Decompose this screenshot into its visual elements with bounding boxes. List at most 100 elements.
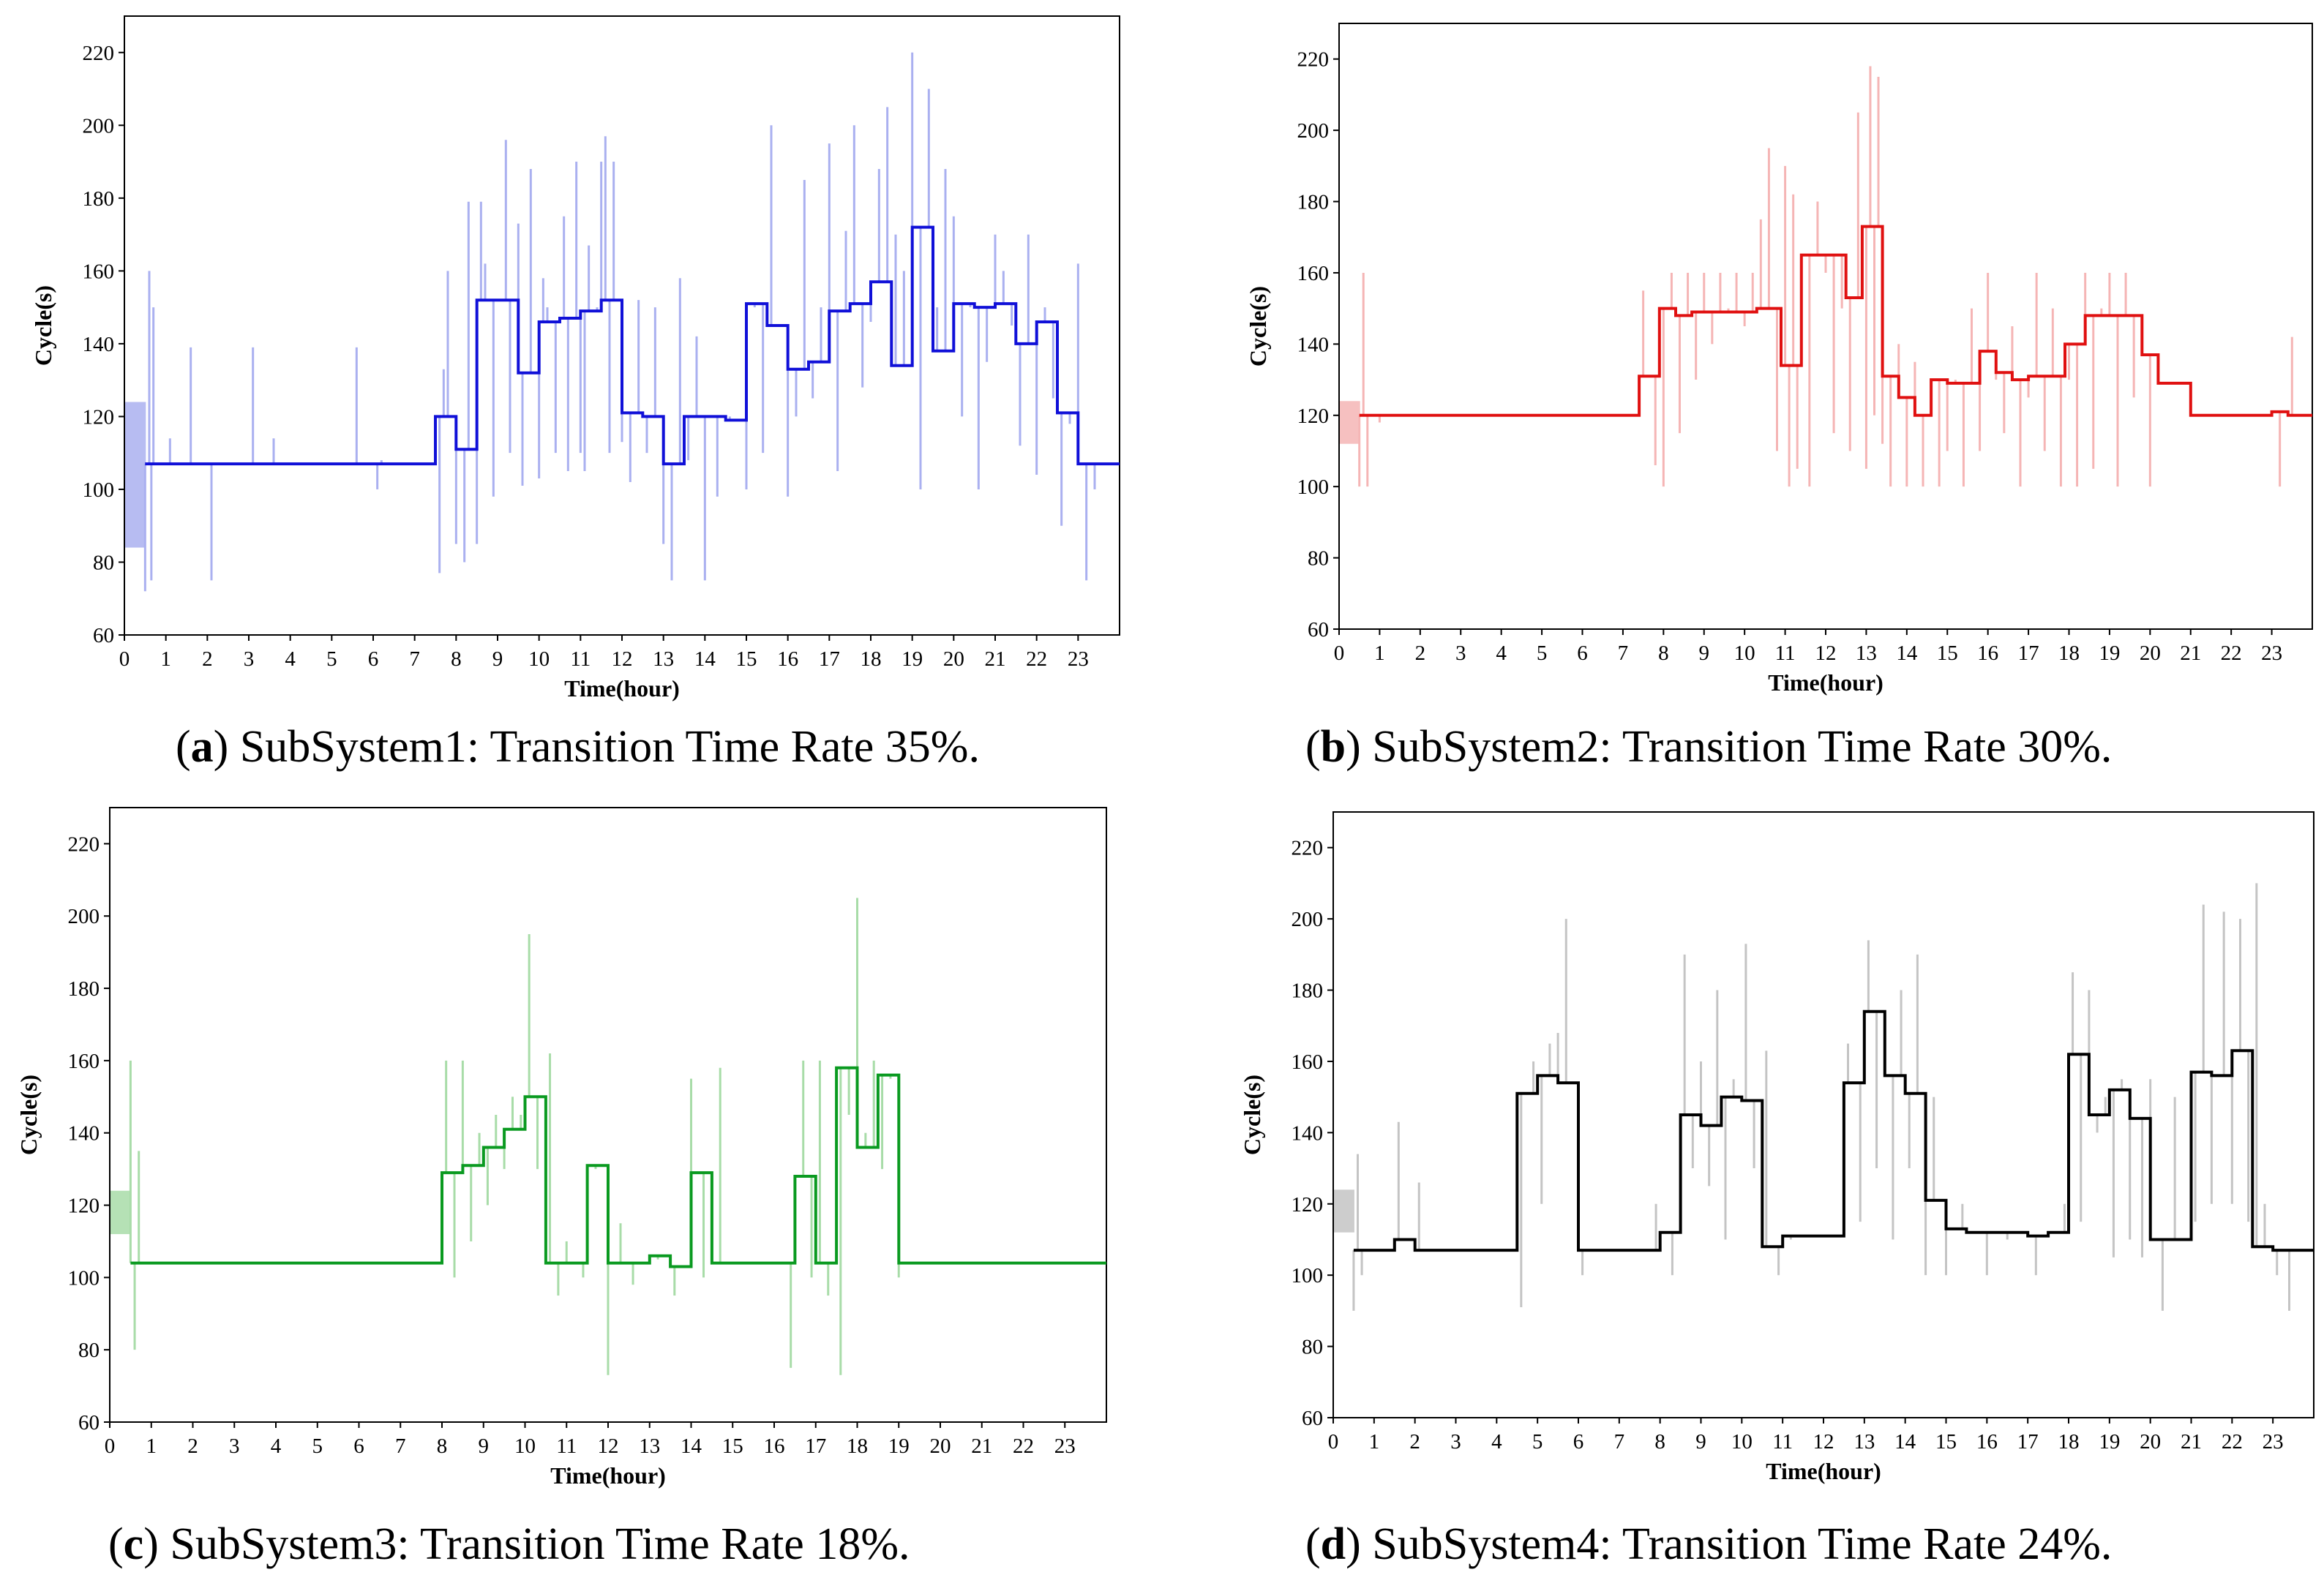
ytick-label-c-6: 180 bbox=[68, 977, 100, 1001]
caption-text-d: SubSystem4: Transition Time Rate 24%. bbox=[1372, 1519, 2113, 1569]
ytick-label-a-6: 180 bbox=[83, 187, 115, 211]
xtick-label-a-8: 8 bbox=[451, 647, 462, 671]
xtick-label-b-20: 20 bbox=[2140, 642, 2161, 665]
xtick-label-d-19: 19 bbox=[2099, 1430, 2120, 1454]
ytick-label-d-4: 140 bbox=[1292, 1121, 1324, 1145]
ytick-label-a-5: 160 bbox=[83, 260, 115, 283]
xtick-label-b-22: 22 bbox=[2221, 642, 2242, 665]
ytick-label-c-7: 200 bbox=[68, 905, 100, 928]
panel-b: 60 80 100 120 140 160 180 200 220 0 1 2 3 4 5 6 7 8 9 10 11 1… bbox=[1162, 0, 2324, 792]
caption-b: (b) SubSystem2: Transition Time Rate 30%… bbox=[1305, 722, 2113, 772]
panel-c: 60 80 100 120 140 160 180 200 220 0 1 2 3 4 5 6 7 8 9 10 11 1… bbox=[0, 792, 1162, 1583]
xtick-label-a-4: 4 bbox=[285, 647, 296, 671]
initial-shade-d bbox=[1334, 1189, 1354, 1233]
xtick-label-a-17: 17 bbox=[819, 647, 840, 671]
xtick-label-b-14: 14 bbox=[1896, 642, 1918, 665]
ytick-label-c-0: 60 bbox=[78, 1411, 100, 1435]
xtick-label-a-6: 6 bbox=[368, 647, 379, 671]
xtick-label-c-0: 0 bbox=[105, 1435, 116, 1458]
xtick-label-b-23: 23 bbox=[2261, 642, 2282, 665]
xtick-label-d-0: 0 bbox=[1328, 1430, 1339, 1454]
xtick-label-d-5: 5 bbox=[1532, 1430, 1543, 1454]
caption-letter-b: b bbox=[1320, 722, 1346, 772]
xtick-label-b-12: 12 bbox=[1815, 642, 1837, 665]
xtick-label-d-18: 18 bbox=[2058, 1430, 2080, 1454]
ytick-label-d-2: 100 bbox=[1292, 1264, 1324, 1287]
xtick-label-d-13: 13 bbox=[1853, 1430, 1875, 1454]
ytick-label-c-5: 160 bbox=[68, 1050, 100, 1073]
xtick-label-d-2: 2 bbox=[1409, 1430, 1420, 1454]
ytick-label-b-5: 160 bbox=[1297, 262, 1330, 285]
ytick-label-d-3: 120 bbox=[1292, 1193, 1324, 1217]
xtick-label-c-7: 7 bbox=[395, 1435, 406, 1458]
xtick-label-c-15: 15 bbox=[722, 1435, 743, 1458]
ylabel-b: Cycle(s) bbox=[1245, 286, 1271, 366]
xtick-label-b-1: 1 bbox=[1374, 642, 1385, 665]
plot-frame-d bbox=[1332, 811, 2314, 1418]
ytick-label-c-8: 220 bbox=[68, 832, 100, 856]
xtick-label-a-23: 23 bbox=[1068, 647, 1089, 671]
xtick-label-a-0: 0 bbox=[119, 647, 130, 671]
xtick-label-b-19: 19 bbox=[2099, 642, 2120, 665]
ytick-label-b-1: 80 bbox=[1308, 547, 1329, 571]
xtick-label-a-9: 9 bbox=[492, 647, 503, 671]
xtick-label-c-20: 20 bbox=[930, 1435, 951, 1458]
xtick-label-b-8: 8 bbox=[1658, 642, 1669, 665]
xtick-label-b-17: 17 bbox=[2018, 642, 2039, 665]
xtick-label-d-11: 11 bbox=[1772, 1430, 1793, 1454]
xtick-label-c-10: 10 bbox=[514, 1435, 536, 1458]
ytick-label-d-8: 220 bbox=[1292, 837, 1324, 860]
xtick-label-a-15: 15 bbox=[736, 647, 757, 671]
step-line-c bbox=[130, 1066, 1106, 1268]
xtick-label-c-3: 3 bbox=[229, 1435, 240, 1458]
caption-a: (a) SubSystem1: Transition Time Rate 35%… bbox=[176, 722, 980, 772]
xtick-label-a-22: 22 bbox=[1026, 647, 1047, 671]
caption-text-c: SubSystem3: Transition Time Rate 18%. bbox=[170, 1519, 910, 1569]
ytick-label-b-2: 100 bbox=[1297, 475, 1330, 499]
xtick-label-b-11: 11 bbox=[1775, 642, 1796, 665]
xtick-label-b-7: 7 bbox=[1618, 642, 1629, 665]
xtick-label-b-15: 15 bbox=[1937, 642, 1958, 665]
xtick-label-c-23: 23 bbox=[1054, 1435, 1076, 1458]
caption-d: (d) SubSystem4: Transition Time Rate 24%… bbox=[1305, 1519, 2113, 1569]
xtick-label-c-19: 19 bbox=[888, 1435, 910, 1458]
xtick-label-b-5: 5 bbox=[1537, 642, 1548, 665]
caption-letter-a: a bbox=[190, 722, 214, 772]
step-line-d bbox=[1353, 1009, 2314, 1252]
xtick-label-d-1: 1 bbox=[1369, 1430, 1380, 1454]
ytick-label-a-4: 140 bbox=[83, 333, 115, 356]
xtick-label-d-10: 10 bbox=[1731, 1430, 1753, 1454]
xtick-label-c-21: 21 bbox=[971, 1435, 992, 1458]
xtick-label-d-12: 12 bbox=[1813, 1430, 1834, 1454]
xtick-label-b-6: 6 bbox=[1577, 642, 1588, 665]
xtick-label-b-13: 13 bbox=[1856, 642, 1877, 665]
xtick-label-c-17: 17 bbox=[805, 1435, 826, 1458]
initial-shade-a bbox=[125, 402, 146, 548]
xtick-label-a-2: 2 bbox=[202, 647, 213, 671]
xtick-label-d-6: 6 bbox=[1573, 1430, 1584, 1454]
xtick-label-a-13: 13 bbox=[653, 647, 674, 671]
ylabel-a: Cycle(s) bbox=[30, 285, 56, 366]
ytick-label-a-7: 200 bbox=[83, 114, 115, 138]
ytick-label-a-1: 80 bbox=[93, 551, 114, 574]
xtick-label-a-18: 18 bbox=[861, 647, 882, 671]
xlabel-c: Time(hour) bbox=[550, 1462, 666, 1489]
xtick-label-a-12: 12 bbox=[612, 647, 633, 671]
xtick-label-a-1: 1 bbox=[160, 647, 171, 671]
xtick-label-c-6: 6 bbox=[353, 1435, 364, 1458]
caption-text-a: SubSystem1: Transition Time Rate 35%. bbox=[239, 722, 980, 772]
xlabel-d: Time(hour) bbox=[1766, 1458, 1881, 1484]
xtick-label-d-8: 8 bbox=[1654, 1430, 1665, 1454]
step-line-a bbox=[145, 225, 1120, 466]
xtick-label-a-16: 16 bbox=[777, 647, 798, 671]
xtick-label-b-0: 0 bbox=[1334, 642, 1345, 665]
xtick-label-b-2: 2 bbox=[1415, 642, 1426, 665]
ytick-label-a-8: 220 bbox=[83, 42, 115, 65]
xtick-label-d-20: 20 bbox=[2140, 1430, 2161, 1454]
ytick-label-b-7: 200 bbox=[1297, 119, 1330, 143]
ytick-label-d-0: 60 bbox=[1302, 1407, 1323, 1430]
xtick-label-b-21: 21 bbox=[2180, 642, 2201, 665]
